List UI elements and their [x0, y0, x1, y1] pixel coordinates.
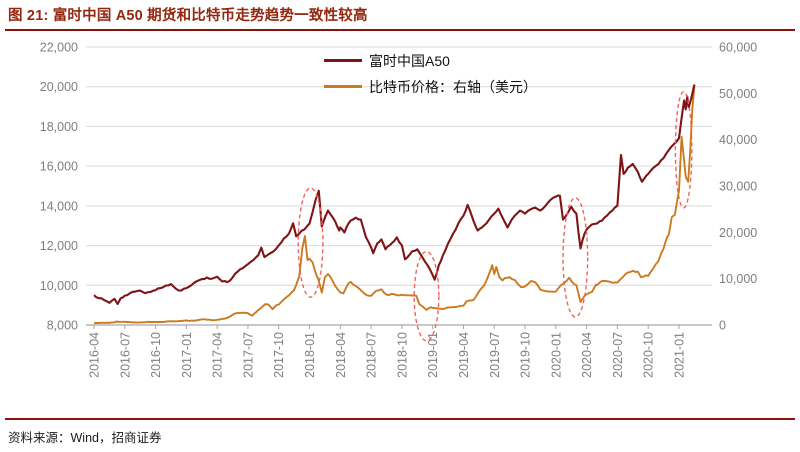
chart-legend: 富时中国A50 比特币价格：右轴（美元） [324, 50, 537, 97]
svg-text:2019-10: 2019-10 [519, 332, 533, 378]
figure-title-bar: 图 21: 富时中国 A50 期货和比特币走势趋势一致性较高 [5, 0, 795, 31]
svg-text:10,000: 10,000 [40, 279, 78, 293]
svg-text:20,000: 20,000 [719, 226, 757, 240]
btc-line-swatch [324, 85, 362, 88]
svg-text:14,000: 14,000 [40, 199, 78, 213]
svg-text:2018-07: 2018-07 [365, 332, 379, 378]
svg-text:22,000: 22,000 [40, 41, 78, 55]
svg-text:2017-01: 2017-01 [180, 332, 194, 378]
chart-area: 22,000 20,000 18,000 16,000 14,000 12,000 10,0… [0, 30, 800, 416]
a50-line-swatch [324, 59, 362, 62]
legend-item-btc: 比特币价格：右轴（美元） [324, 76, 537, 97]
svg-text:2017-07: 2017-07 [241, 332, 255, 378]
svg-text:2018-01: 2018-01 [303, 332, 317, 378]
svg-text:18,000: 18,000 [40, 120, 78, 134]
svg-text:0: 0 [719, 319, 726, 333]
svg-text:2019-04: 2019-04 [457, 332, 471, 378]
svg-text:2019-01: 2019-01 [426, 332, 440, 378]
svg-text:10,000: 10,000 [719, 272, 757, 286]
svg-text:2017-10: 2017-10 [272, 332, 286, 378]
svg-text:30,000: 30,000 [719, 180, 757, 194]
svg-text:2021-01: 2021-01 [672, 332, 686, 378]
btc-legend-label: 比特币价格：右轴（美元） [369, 78, 537, 95]
svg-text:8,000: 8,000 [47, 319, 78, 333]
svg-text:16,000: 16,000 [40, 160, 78, 174]
svg-text:12,000: 12,000 [40, 239, 78, 253]
figure-title: 图 21: 富时中国 A50 期货和比特币走势趋势一致性较高 [8, 8, 368, 24]
a50-legend-label: 富时中国A50 [369, 52, 450, 69]
svg-text:2020-10: 2020-10 [642, 332, 656, 378]
svg-text:2016-04: 2016-04 [88, 332, 102, 378]
svg-text:50,000: 50,000 [719, 87, 757, 101]
svg-text:2018-10: 2018-10 [395, 332, 409, 378]
svg-text:2018-04: 2018-04 [334, 332, 348, 378]
svg-text:2020-07: 2020-07 [611, 332, 625, 378]
line-chart: 22,000 20,000 18,000 16,000 14,000 12,000 10,0… [40, 41, 758, 378]
svg-text:60,000: 60,000 [719, 41, 757, 55]
svg-text:2016-07: 2016-07 [118, 332, 132, 378]
svg-text:2017-04: 2017-04 [211, 332, 225, 378]
svg-text:2020-04: 2020-04 [580, 332, 594, 378]
svg-text:20,000: 20,000 [40, 80, 78, 94]
svg-text:2020-01: 2020-01 [549, 332, 563, 378]
source-text: 资料来源：Wind，招商证券 [8, 431, 162, 445]
svg-text:40,000: 40,000 [719, 133, 757, 147]
source-bar: 资料来源：Wind，招商证券 [5, 418, 795, 446]
svg-text:2016-10: 2016-10 [149, 332, 163, 378]
svg-text:2019-07: 2019-07 [488, 332, 502, 378]
legend-item-a50: 富时中国A50 [324, 50, 537, 71]
